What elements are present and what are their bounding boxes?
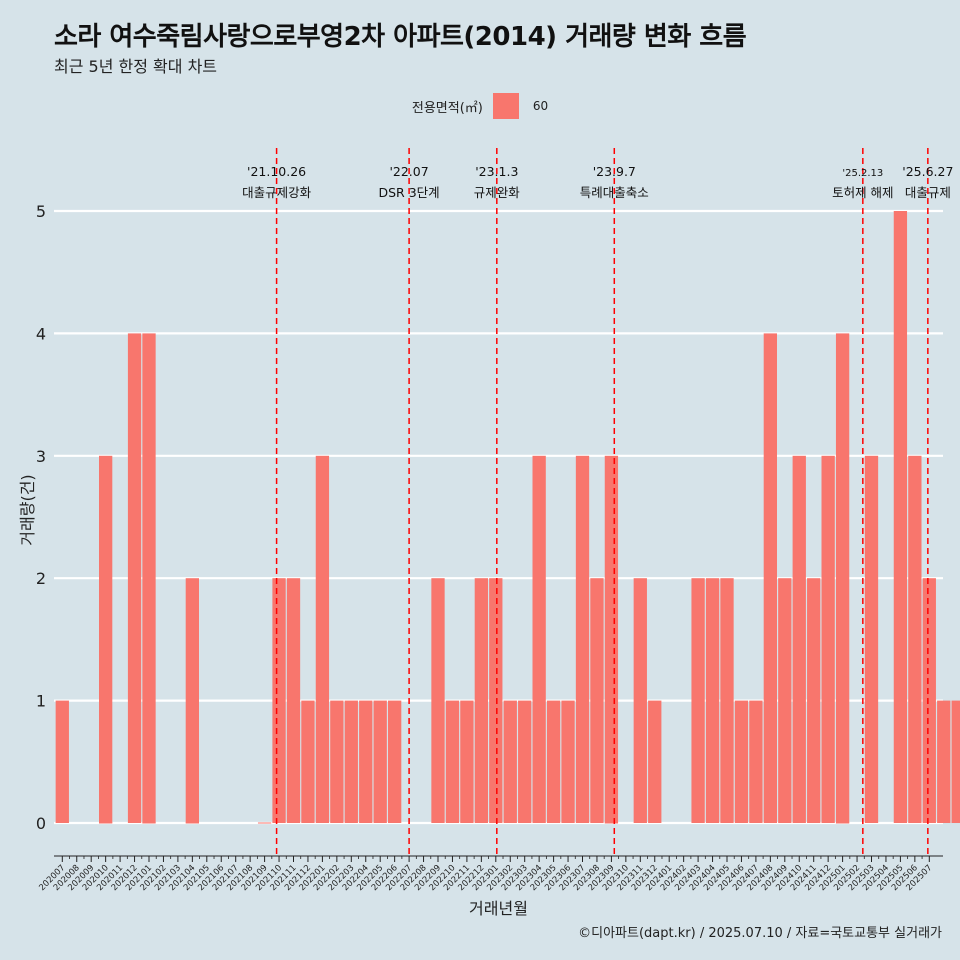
bar <box>518 700 532 823</box>
bar <box>546 700 561 823</box>
bar <box>286 578 301 823</box>
bar <box>532 455 546 823</box>
bar <box>315 455 330 823</box>
bar <box>720 578 734 823</box>
bar <box>604 455 619 823</box>
y-tick-label: 5 <box>36 202 46 221</box>
y-tick-label: 4 <box>36 324 46 343</box>
legend-title: 전용면적(㎡) <box>411 100 483 116</box>
bar <box>633 578 647 823</box>
bar <box>460 700 474 823</box>
bar <box>474 578 488 823</box>
bar <box>330 700 344 823</box>
bar <box>99 455 113 823</box>
y-tick-label: 0 <box>36 814 46 833</box>
chart-subtitle: 최근 5년 한정 확대 차트 <box>54 57 218 76</box>
bar <box>127 333 142 823</box>
bar <box>778 578 792 823</box>
bar <box>301 700 315 823</box>
event-label: DSR 3단계 <box>379 185 440 200</box>
bar <box>55 700 69 823</box>
bar <box>359 700 373 823</box>
y-axis-title: 거래량(건) <box>18 474 37 545</box>
chart-title: 소라 여수죽림사랑으로부영2차 아파트(2014) 거래량 변화 흐름 <box>54 22 747 52</box>
event-label: 특례대출축소 <box>580 185 649 200</box>
legend: 전용면적(㎡) 60 <box>0 93 960 119</box>
event-date-label: '23.9.7 <box>593 164 636 179</box>
y-tick-label: 3 <box>36 447 46 466</box>
bar <box>937 700 951 823</box>
bar <box>575 455 590 823</box>
bar <box>272 578 286 823</box>
bar <box>431 578 445 823</box>
event-label: 토허제 해제 <box>832 185 893 200</box>
event-date-label: '23.1.3 <box>475 164 518 179</box>
x-axis-title: 거래년월 <box>469 899 528 918</box>
event-date-label: '25.6.27 <box>902 164 953 179</box>
bar <box>388 700 402 823</box>
bar <box>835 333 850 823</box>
bar <box>503 700 517 823</box>
bar <box>648 700 662 823</box>
legend-entry: 60 <box>532 99 549 113</box>
bar <box>734 700 749 823</box>
bar <box>489 578 503 823</box>
bar <box>807 578 821 823</box>
event-date-label: '22.07 <box>389 164 428 179</box>
bar <box>705 578 720 823</box>
bar <box>908 455 922 823</box>
bar <box>864 455 879 823</box>
event-date-label: '21.10.26 <box>247 164 306 179</box>
bar <box>749 700 763 823</box>
event-label: 대출규제 <box>905 185 951 200</box>
bar <box>590 578 604 823</box>
bar <box>445 700 460 823</box>
caption: ©디아파트(dapt.kr) / 2025.07.10 / 자료=국토교통부 실… <box>578 926 942 941</box>
bar <box>185 578 199 823</box>
bar <box>951 700 960 823</box>
bar <box>763 333 777 823</box>
bar <box>792 455 806 823</box>
event-label: 대출규제강화 <box>242 185 312 200</box>
bar <box>373 700 387 823</box>
bar <box>344 700 358 823</box>
y-tick-label: 1 <box>36 692 46 711</box>
bar <box>142 333 156 823</box>
bar <box>893 211 908 823</box>
bar <box>922 578 936 823</box>
event-date-label: '25.2.13 <box>842 168 883 179</box>
bar <box>691 578 705 823</box>
event-label: 규제완화 <box>474 185 521 200</box>
y-tick-label: 2 <box>36 569 46 588</box>
bar <box>561 700 575 823</box>
legend-swatch <box>492 93 519 119</box>
bar <box>821 455 835 823</box>
